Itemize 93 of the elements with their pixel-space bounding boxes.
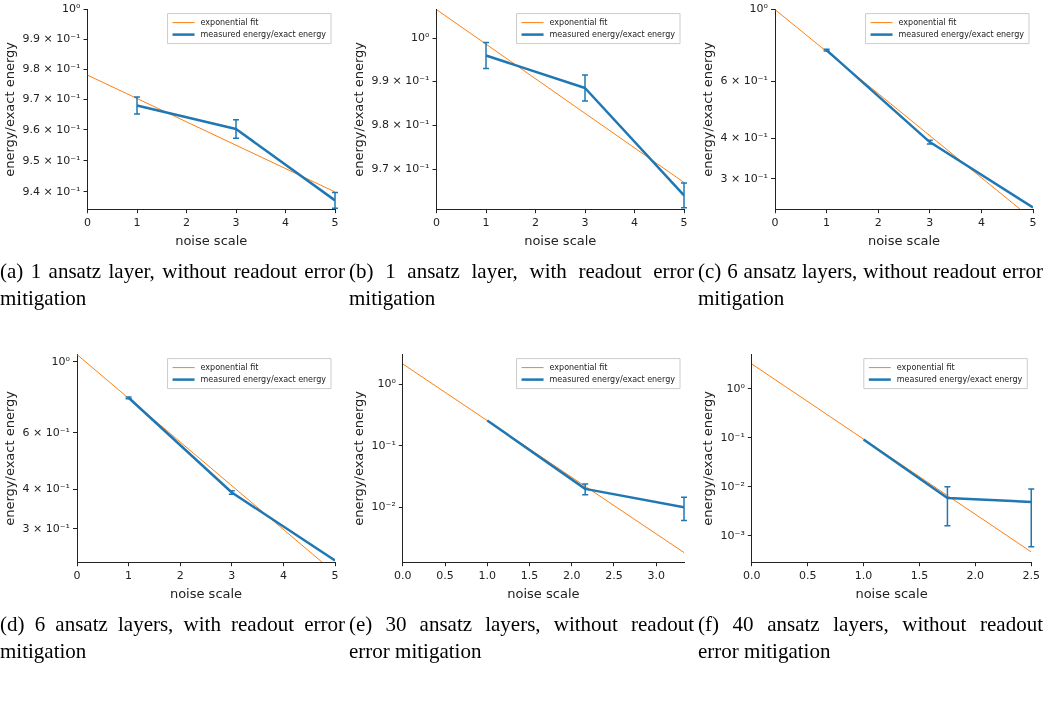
legend-label: measured energy/exact energy — [200, 374, 327, 384]
x-tick-label: 1.0 — [478, 568, 496, 582]
y-tick-label: 6 × 10⁻¹ — [22, 425, 71, 439]
x-tick-label: 5 — [331, 568, 339, 582]
y-tick-label: 10⁰ — [377, 377, 397, 391]
x-tick-label: 3 — [228, 568, 236, 582]
x-tick-label: 5 — [1029, 215, 1037, 229]
x-tick-label: 3 — [581, 215, 589, 229]
legend-label: exponential fit — [200, 17, 259, 27]
x-tick-label: 0 — [73, 568, 81, 582]
y-tick-label: 10⁰ — [411, 31, 431, 45]
text: (b) 1 ansatz layer, with readout error mitigation — [349, 258, 695, 312]
y-tick-label: 10⁻² — [371, 500, 396, 514]
x-tick-label: 1 — [133, 215, 141, 229]
x-tick-label: 0 — [771, 215, 779, 229]
y-tick-label: 10⁻¹ — [371, 438, 396, 452]
x-axis-title: noise scale — [507, 585, 580, 601]
x-tick-label: 2.0 — [562, 568, 581, 582]
x-tick-label: 5 — [331, 215, 339, 229]
x-tick-label: 2.0 — [966, 568, 985, 582]
y-tick-label: 10⁻¹ — [720, 430, 745, 444]
y-tick-label: 9.9 × 10⁻¹ — [22, 32, 81, 46]
y-tick-label: 10⁻² — [720, 479, 745, 493]
legend-label: exponential fit — [549, 17, 608, 27]
x-tick-label: 0.5 — [436, 568, 454, 582]
x-tick-label: 4 — [279, 568, 287, 582]
x-tick-label: 2 — [532, 215, 540, 229]
x-tick-label: 2.5 — [1022, 568, 1040, 582]
y-axis-title: energy/exact energy — [2, 41, 18, 177]
y-tick-label: 9.9 × 10⁻¹ — [371, 74, 430, 88]
legend-label: exponential fit — [896, 362, 955, 372]
x-tick-label: 1.0 — [854, 568, 873, 582]
y-tick-label: 3 × 10⁻¹ — [22, 521, 71, 535]
x-tick-label: 2 — [874, 215, 882, 229]
x-tick-label: 4 — [631, 215, 638, 229]
y-tick-label: 9.7 × 10⁻¹ — [371, 162, 430, 176]
y-tick-label: 10⁰ — [749, 2, 769, 16]
x-tick-label: 3.0 — [647, 568, 665, 582]
x-tick-label: 2.5 — [605, 568, 623, 582]
x-tick-label: 1 — [482, 215, 490, 229]
y-tick-label: 10⁰ — [62, 2, 82, 16]
x-tick-label: 0.0 — [743, 568, 761, 582]
legend-label: measured energy/exact energy — [898, 29, 1025, 39]
x-axis-title: noise scale — [524, 232, 597, 248]
x-tick-label: 4 — [282, 215, 289, 229]
x-tick-label: 1.5 — [910, 568, 929, 582]
x-tick-label: 0.0 — [394, 568, 412, 582]
legend-label: exponential fit — [549, 362, 608, 372]
x-axis-title: noise scale — [169, 585, 243, 601]
x-tick-label: 2 — [176, 568, 184, 582]
x-tick-label: 2 — [183, 215, 191, 229]
y-tick-label: 6 × 10⁻¹ — [720, 74, 769, 88]
x-tick-label: 4 — [977, 215, 985, 229]
y-tick-label: 9.4 × 10⁻¹ — [22, 184, 81, 198]
y-tick-label: 4 × 10⁻¹ — [720, 131, 769, 145]
x-tick-label: 0.5 — [798, 568, 817, 582]
legend-label: measured energy/exact energy — [549, 374, 676, 384]
y-tick-label: 10⁰ — [726, 381, 746, 395]
x-tick-label: 5 — [680, 215, 688, 229]
x-tick-label: 3 — [926, 215, 934, 229]
text: (f) 40 ansatz layers, without readout error mitigation — [698, 611, 1044, 665]
legend-label: measured energy/exact energy — [549, 29, 676, 39]
x-tick-label: 0 — [433, 215, 441, 229]
y-tick-label: 9.6 × 10⁻¹ — [22, 122, 81, 136]
y-tick-label: 10⁰ — [51, 354, 71, 368]
y-axis-title: energy/exact energy — [700, 41, 716, 177]
y-tick-label: 10⁻³ — [720, 528, 745, 542]
x-axis-title: noise scale — [175, 232, 248, 248]
y-axis-title: energy/exact energy — [2, 390, 18, 526]
x-tick-label: 0 — [84, 215, 92, 229]
x-tick-label: 1 — [823, 215, 831, 229]
y-tick-label: 9.5 × 10⁻¹ — [22, 153, 81, 167]
x-axis-title: noise scale — [855, 585, 928, 601]
y-axis-title: energy/exact energy — [700, 390, 716, 526]
y-tick-label: 4 × 10⁻¹ — [22, 481, 71, 495]
legend-label: measured energy/exact energy — [896, 374, 1023, 384]
text: (e) 30 ansatz layers, without readout error mitigation — [349, 611, 695, 665]
y-tick-label: 9.8 × 10⁻¹ — [22, 61, 81, 75]
text: (d) 6 ansatz layers, with readout error mitigation — [0, 611, 346, 665]
x-tick-label: 1.5 — [520, 568, 539, 582]
legend-label: measured energy/exact energy — [200, 29, 327, 39]
legend-label: exponential fit — [200, 362, 259, 372]
x-tick-label: 1 — [125, 568, 133, 582]
text: (a) 1 ansatz layer, without readout error mitigation — [0, 258, 346, 312]
x-tick-label: 3 — [232, 215, 240, 229]
y-tick-label: 3 × 10⁻¹ — [720, 171, 769, 185]
x-axis-title: noise scale — [867, 232, 941, 248]
y-axis-title: energy/exact energy — [351, 41, 367, 177]
y-axis-title: energy/exact energy — [351, 390, 367, 526]
text: (c) 6 ansatz layers, without readout error mitigation — [698, 258, 1044, 312]
y-tick-label: 9.8 × 10⁻¹ — [371, 117, 430, 131]
y-tick-label: 9.7 × 10⁻¹ — [22, 92, 81, 106]
legend-label: exponential fit — [898, 17, 957, 27]
